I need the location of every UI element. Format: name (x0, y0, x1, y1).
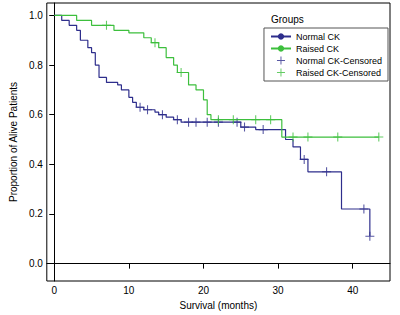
svg-text:Normal CK-Censored: Normal CK-Censored (296, 56, 382, 66)
svg-text:0.2: 0.2 (29, 208, 43, 219)
svg-text:0.4: 0.4 (29, 159, 43, 170)
svg-text:Survival (months): Survival (months) (179, 300, 257, 311)
svg-text:Groups: Groups (271, 14, 304, 25)
svg-text:1.0: 1.0 (29, 10, 43, 21)
svg-text:Normal CK: Normal CK (296, 32, 340, 42)
svg-text:0.8: 0.8 (29, 60, 43, 71)
svg-text:0.0: 0.0 (29, 258, 43, 269)
svg-text:Raised CK: Raised CK (296, 44, 339, 54)
svg-text:20: 20 (198, 285, 210, 296)
svg-text:0: 0 (51, 285, 57, 296)
svg-text:10: 10 (123, 285, 135, 296)
svg-text:0.6: 0.6 (29, 109, 43, 120)
svg-text:Proportion of Alive Patients: Proportion of Alive Patients (8, 82, 19, 202)
svg-text:30: 30 (273, 285, 285, 296)
svg-text:Raised CK-Censored: Raised CK-Censored (296, 68, 381, 78)
svg-text:40: 40 (347, 285, 359, 296)
